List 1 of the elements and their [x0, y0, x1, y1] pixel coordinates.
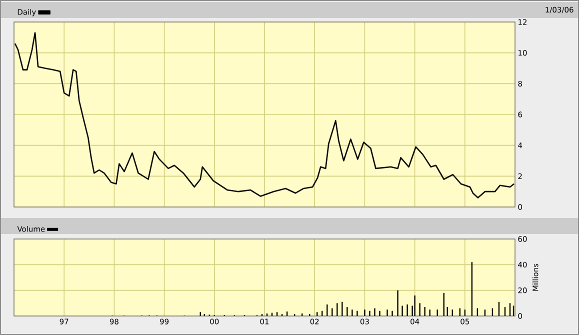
line-series: [14, 32, 515, 198]
